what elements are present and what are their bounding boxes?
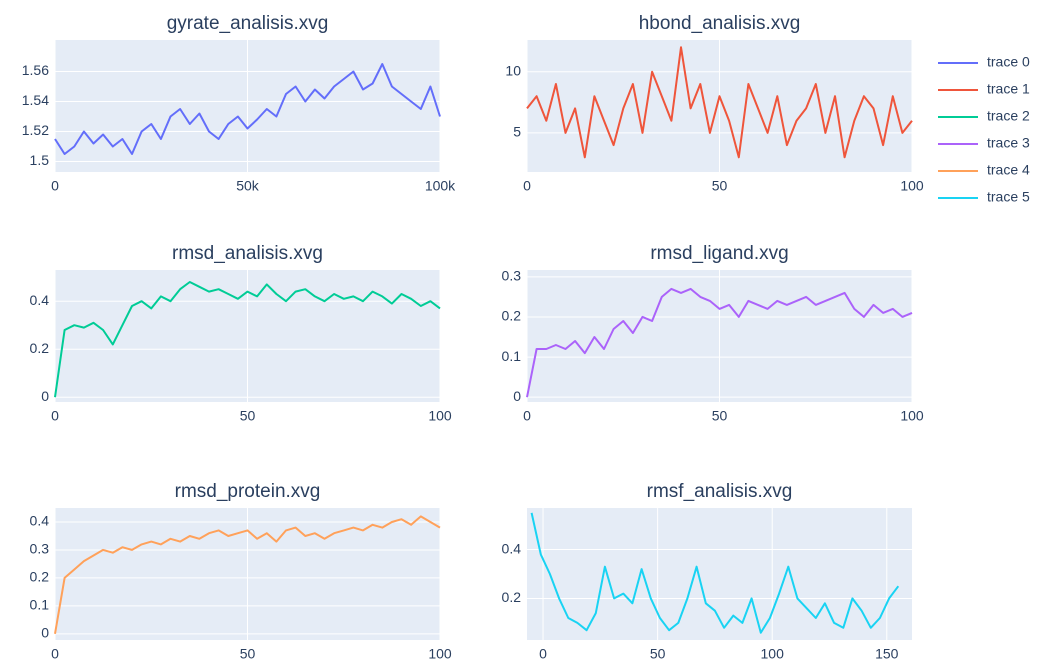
- y-tick-label: 5: [513, 124, 521, 140]
- x-tick-label: 100: [900, 408, 924, 424]
- y-tick-label: 1.54: [22, 92, 49, 108]
- x-tick-label: 50: [712, 178, 728, 194]
- x-tick-label: 150: [875, 646, 899, 659]
- x-tick-label: 100: [900, 178, 924, 194]
- legend-label: trace 4: [987, 162, 1030, 178]
- subplot-title: rmsd_protein.xvg: [175, 481, 321, 502]
- x-tick-label: 0: [51, 646, 59, 659]
- x-tick-label: 0: [51, 178, 59, 194]
- y-tick-label: 0.4: [502, 540, 522, 556]
- subplot-title: rmsf_analisis.xvg: [647, 481, 793, 502]
- x-tick-label: 50: [712, 408, 728, 424]
- x-tick-label: 0: [51, 408, 59, 424]
- y-tick-label: 0.3: [30, 541, 50, 557]
- subplot-title: gyrate_analisis.xvg: [167, 13, 329, 34]
- x-tick-label: 0: [523, 408, 531, 424]
- x-tick-label: 100: [761, 646, 785, 659]
- legend-label: trace 0: [987, 54, 1030, 70]
- x-tick-label: 100k: [425, 178, 456, 194]
- x-tick-label: 50: [650, 646, 666, 659]
- y-tick-label: 0: [41, 388, 49, 404]
- x-tick-label: 50k: [236, 178, 260, 194]
- y-tick-label: 1.52: [22, 122, 49, 138]
- line-series: [54, 281, 441, 398]
- subplot-title: rmsd_analisis.xvg: [172, 243, 323, 264]
- x-tick-label: 0: [539, 646, 547, 659]
- line-series: [530, 512, 900, 634]
- subplot-title: rmsd_ligand.xvg: [650, 243, 788, 264]
- x-tick-label: 100: [428, 646, 452, 659]
- y-tick-label: 0.2: [502, 308, 522, 324]
- legend-label: trace 2: [987, 108, 1030, 124]
- line-series: [526, 46, 913, 159]
- legend-label: trace 5: [987, 189, 1030, 205]
- y-tick-label: 0: [513, 388, 521, 404]
- line-series: [54, 515, 441, 634]
- y-tick-label: 1.5: [30, 152, 50, 168]
- y-tick-label: 0.2: [30, 569, 50, 585]
- legend-label: trace 1: [987, 81, 1030, 97]
- x-tick-label: 100: [428, 408, 452, 424]
- line-series: [526, 287, 913, 398]
- y-tick-label: 0.1: [30, 597, 50, 613]
- subplot-title: hbond_analisis.xvg: [639, 13, 801, 34]
- y-tick-label: 0.2: [502, 589, 522, 605]
- legend-label: trace 3: [987, 135, 1030, 151]
- y-tick-label: 0.4: [30, 292, 50, 308]
- x-tick-label: 50: [240, 646, 256, 659]
- x-tick-label: 50: [240, 408, 256, 424]
- y-tick-label: 0.1: [502, 348, 522, 364]
- y-tick-label: 0.2: [30, 340, 50, 356]
- line-series: [54, 63, 441, 155]
- y-tick-label: 1.56: [22, 62, 49, 78]
- y-tick-label: 0: [41, 625, 49, 641]
- y-tick-label: 0.3: [502, 268, 522, 284]
- y-tick-label: 10: [505, 62, 521, 78]
- y-tick-label: 0.4: [30, 513, 50, 529]
- x-tick-label: 0: [523, 178, 531, 194]
